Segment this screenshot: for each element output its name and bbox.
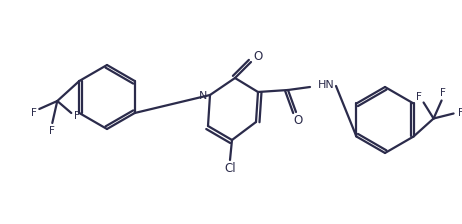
Text: HN: HN: [318, 80, 335, 90]
Text: F: F: [458, 108, 462, 118]
Text: Cl: Cl: [224, 162, 236, 175]
Text: F: F: [74, 111, 80, 121]
Text: O: O: [253, 50, 262, 63]
Text: F: F: [416, 93, 421, 103]
Text: F: F: [49, 126, 55, 136]
Text: N: N: [199, 91, 207, 101]
Text: F: F: [31, 108, 37, 118]
Text: F: F: [440, 88, 445, 99]
Text: O: O: [293, 114, 303, 127]
